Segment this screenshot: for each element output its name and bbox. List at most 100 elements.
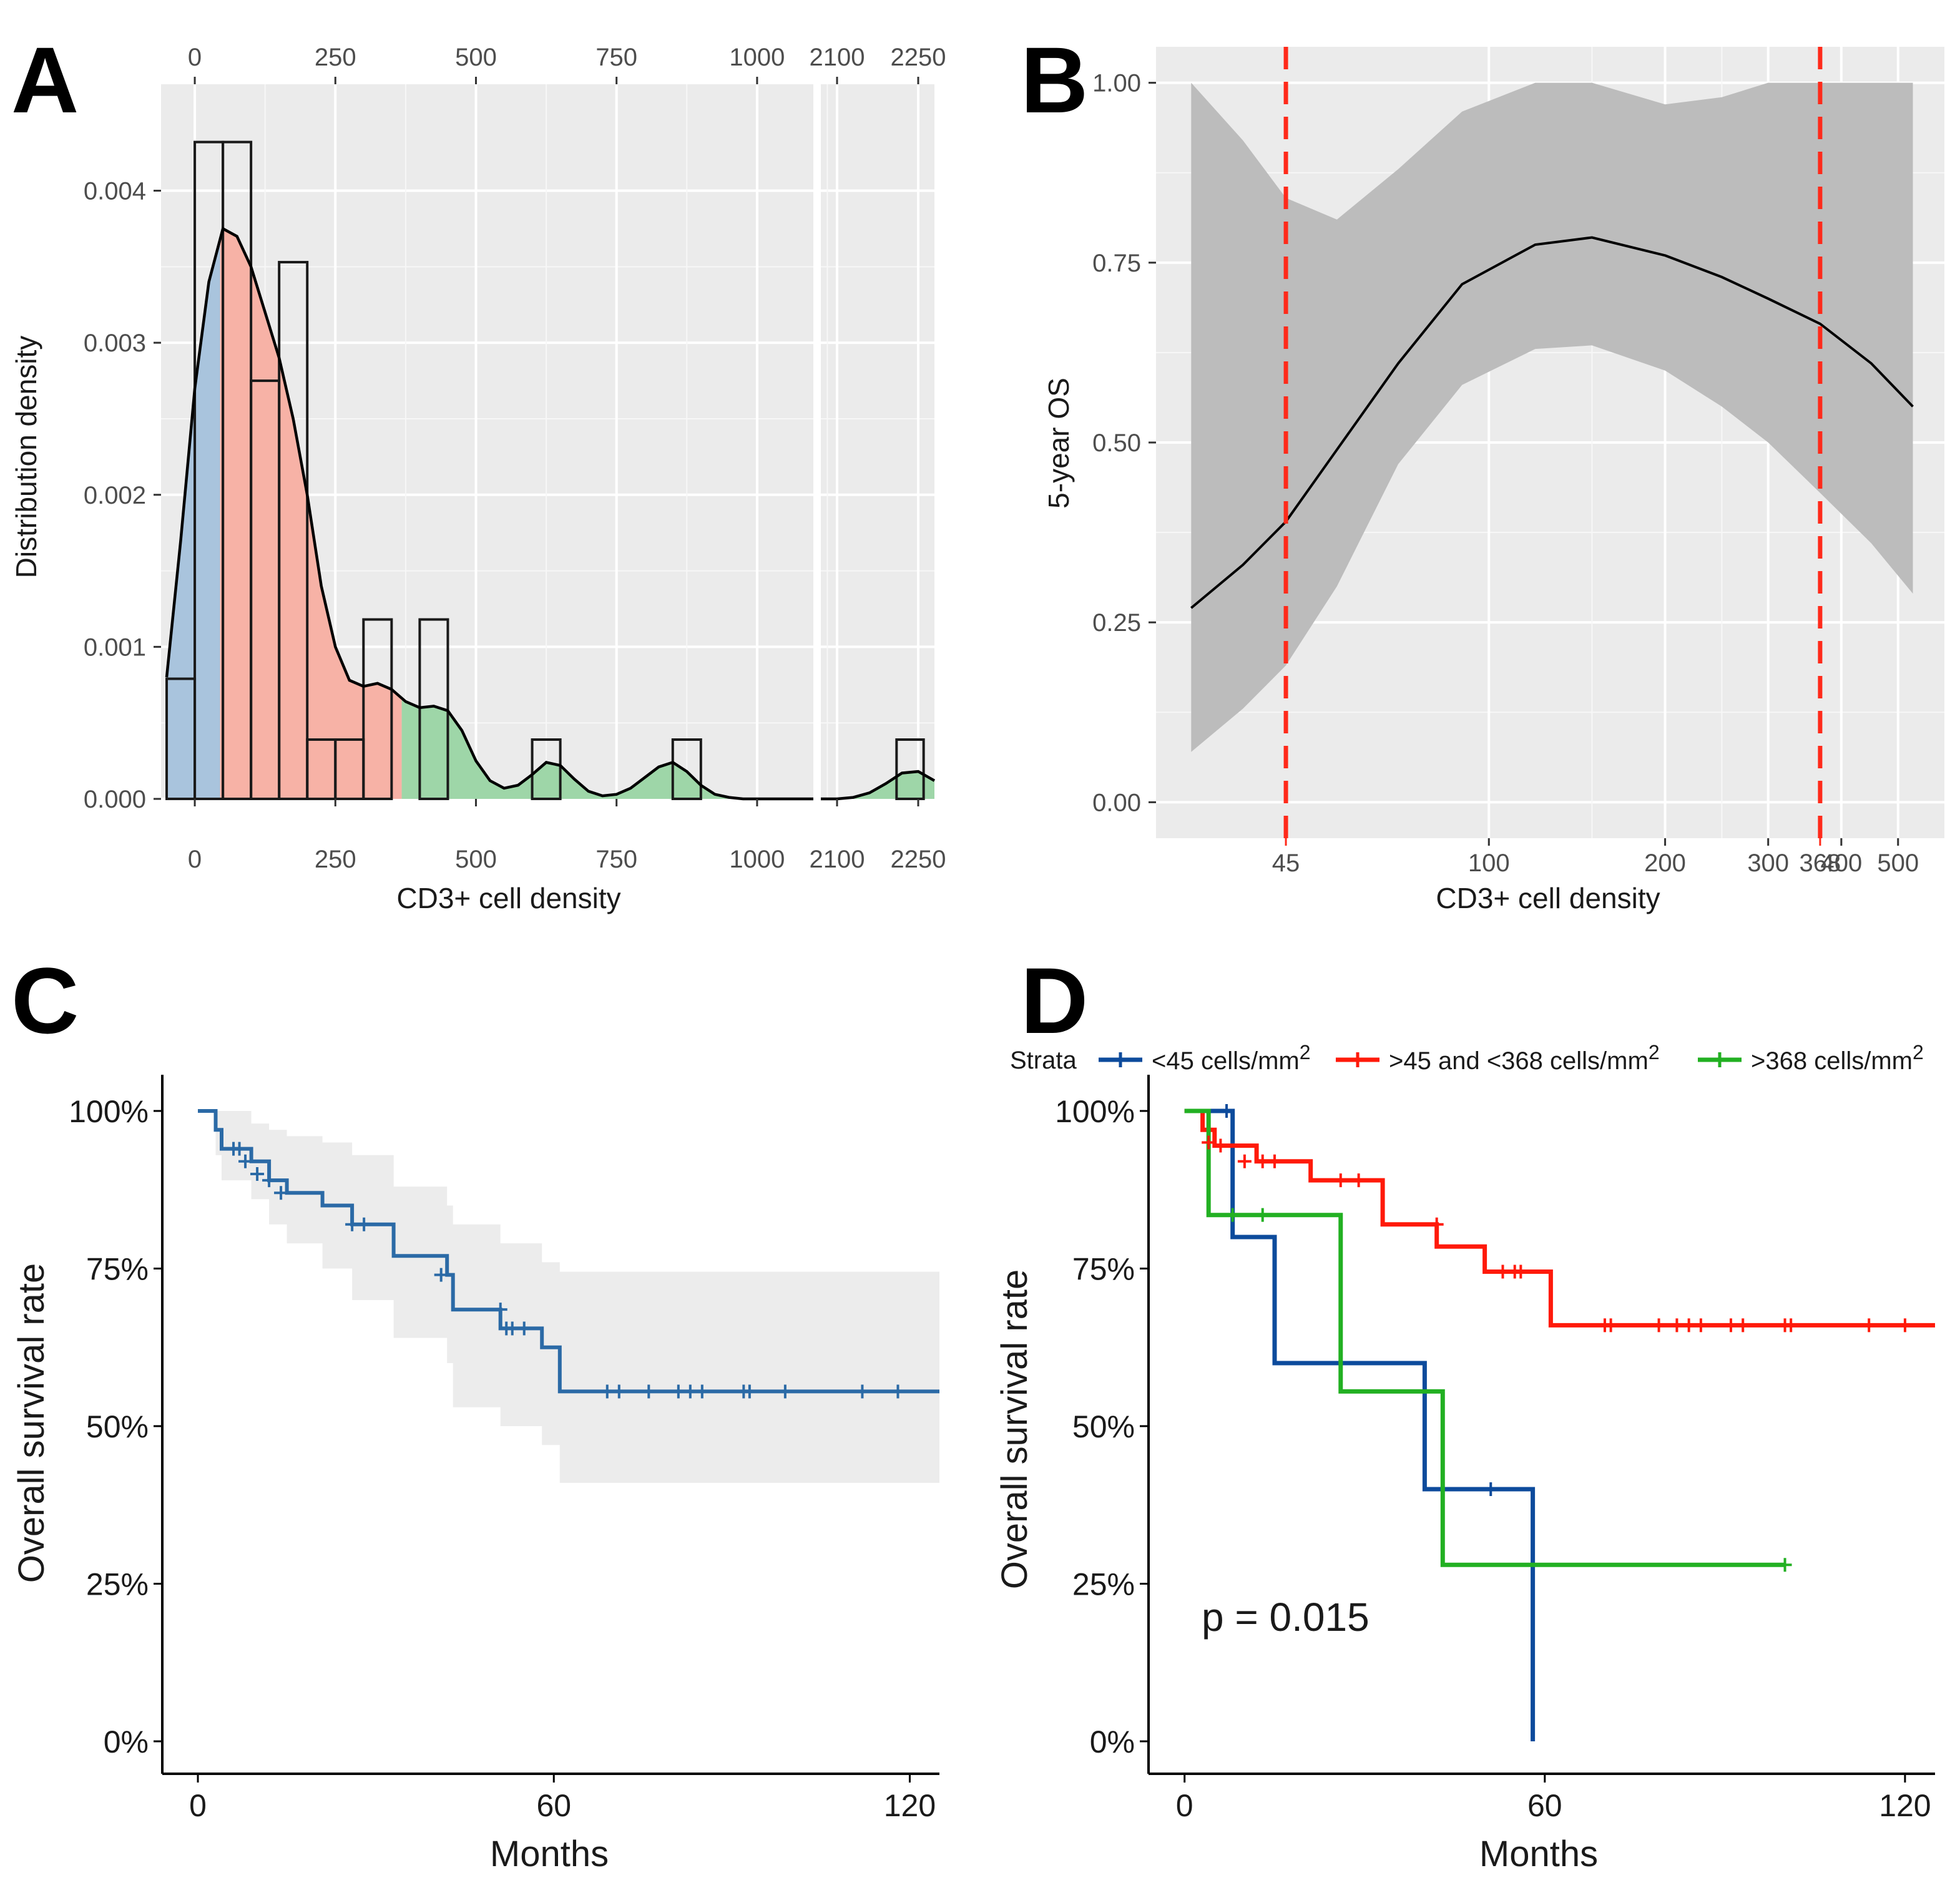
density-curve <box>821 770 936 801</box>
km-curve-strata_high <box>1184 1108 1785 1567</box>
a-x-tick-label-bottom: 2250 <box>891 846 946 873</box>
a-x-tick-label-bottom: 750 <box>595 846 637 873</box>
panel-b-y-axis-label: 5-year OS <box>1042 378 1075 509</box>
censor-mark-strata_mid <box>1736 1318 1750 1333</box>
censor-mark <box>434 1268 448 1282</box>
d-x-tick-label: 0 <box>1176 1788 1193 1823</box>
panel-d-x-axis-label: Months <box>1479 1834 1598 1874</box>
a-x-tick-label-bottom: 2100 <box>810 846 865 873</box>
censor-mark-strata_mid <box>1351 1173 1366 1188</box>
panel-c-x-axis-label: Months <box>490 1834 609 1874</box>
b-x-tick-label: 300 <box>1747 849 1789 877</box>
censor-mark <box>274 1186 288 1200</box>
b-cutoff-tick-label: 368 <box>1800 849 1841 877</box>
panel-a-x-axis-label: CD3+ cell density <box>396 882 620 914</box>
panel-a-plot-area-right <box>821 84 934 799</box>
histogram-bar <box>362 618 393 800</box>
legend-title: Strata <box>1010 1047 1077 1074</box>
km-curve-strata_mid <box>1184 1108 1935 1328</box>
b-x-tick-label: 400 <box>1820 849 1862 877</box>
legend-label-superscript: 2 <box>1649 1041 1660 1064</box>
censor-mark-strata_mid <box>1237 1154 1252 1168</box>
legend-label-strata_high: >368 cells/mm2 <box>1751 1041 1924 1075</box>
c-y-tick-label: 0% <box>104 1724 149 1759</box>
p-value-annotation: p = 0.015 <box>1202 1595 1370 1640</box>
legend-label-superscript: 2 <box>1300 1041 1311 1064</box>
density-curve <box>165 227 813 801</box>
censor-mark-strata_high <box>1778 1558 1792 1572</box>
panel-b-x-axis-label: CD3+ cell density <box>1436 882 1660 914</box>
censor-mark <box>505 1321 519 1336</box>
censor-mark <box>250 1167 265 1181</box>
censor-mark-strata_mid <box>1693 1318 1708 1333</box>
censor-mark-strata_mid <box>1652 1318 1666 1333</box>
censor-mark-strata_mid <box>1496 1264 1510 1279</box>
censor-mark <box>517 1321 531 1336</box>
c-y-tick-label: 100% <box>69 1094 149 1129</box>
censor-mark <box>345 1217 360 1231</box>
d-x-tick-label: 60 <box>1527 1788 1562 1823</box>
censor-mark <box>262 1173 277 1188</box>
panel-d-y-axis-label: Overall survival rate <box>994 1269 1035 1589</box>
a-x-tick-label-top: 500 <box>455 44 497 71</box>
censor-mark <box>683 1384 697 1399</box>
c-x-tick-label: 0 <box>189 1788 207 1823</box>
panel-a-chart: 0 0 250 250 500 500 750 750 1000 1000 2100 2100 2250… <box>10 44 946 914</box>
censor-mark-strata_mid <box>1202 1135 1216 1150</box>
censor-mark-strata_mid <box>1682 1318 1696 1333</box>
c-x-tick-label: 120 <box>884 1788 936 1823</box>
panel-b-chart: 0.00 0.25 0.50 0.75 1.00 100 200 300 400 500 45 368… <box>1042 47 1944 914</box>
panel-d-chart: Strata <45 cells/mm2 >45 and <368 cells/m… <box>994 1041 1935 1874</box>
censor-mark <box>357 1217 371 1231</box>
censor-mark <box>695 1384 709 1399</box>
b-y-tick-label: 0.25 <box>1092 609 1141 637</box>
censor-mark-strata_mid <box>1723 1318 1738 1333</box>
b-y-tick-label: 1.00 <box>1092 70 1141 97</box>
density-fill-high <box>821 771 934 799</box>
b-x-tick-label: 100 <box>1468 849 1510 877</box>
a-x-tick-label-top: 250 <box>315 44 356 71</box>
os-curve <box>1190 236 1914 609</box>
confidence-band <box>1191 82 1913 752</box>
censor-mark-strata_low <box>1484 1482 1498 1496</box>
censor-mark-strata_mid <box>1333 1173 1348 1188</box>
c-x-tick-label: 60 <box>536 1788 571 1823</box>
censor-mark-strata_mid <box>1213 1138 1228 1153</box>
panel-c-chart: 0% 25% 50% 75% 100% 0 60 120 Months Overall sur… <box>11 1075 939 1874</box>
a-x-tick-label-bottom: 1000 <box>729 846 785 873</box>
b-cutoff-tick-label: 45 <box>1272 849 1300 877</box>
c-y-tick-label: 25% <box>86 1567 149 1602</box>
censor-mark <box>600 1384 614 1399</box>
a-x-tick-label-top: 750 <box>595 44 637 71</box>
d-y-tick-label: 100% <box>1055 1094 1135 1129</box>
censor-mark <box>642 1384 656 1399</box>
density-fill-low <box>167 239 220 799</box>
censor-mark-strata_mid <box>1255 1154 1270 1168</box>
censor-mark <box>232 1142 247 1156</box>
panel-letter-c: C <box>11 948 79 1053</box>
censor-mark <box>238 1154 253 1168</box>
censor-mark-strata_high <box>1255 1208 1270 1222</box>
censor-mark <box>855 1384 870 1399</box>
censor-mark-strata_mid <box>1514 1264 1528 1279</box>
a-x-tick-label-top: 1000 <box>729 44 785 71</box>
panel-letter-b: B <box>1021 27 1088 132</box>
density-fill-mid <box>220 228 402 799</box>
panel-c-y-axis-label: Overall survival rate <box>11 1263 52 1583</box>
density-fill-high <box>401 698 813 799</box>
b-y-tick-label: 0.00 <box>1092 789 1141 816</box>
legend-label-superscript: 2 <box>1913 1041 1924 1064</box>
a-x-tick-label-bottom: 500 <box>455 846 497 873</box>
a-y-tick-label: 0.004 <box>84 178 146 205</box>
censor-mark <box>891 1384 905 1399</box>
histogram-bar <box>418 618 449 800</box>
censor-mark-strata_mid <box>1862 1318 1876 1333</box>
legend-label-strata_low: <45 cells/mm2 <box>1152 1041 1311 1075</box>
b-y-tick-label: 0.75 <box>1092 250 1141 277</box>
censor-mark <box>493 1303 507 1317</box>
histogram-bar <box>895 738 925 801</box>
panel-letter-a: A <box>11 27 79 132</box>
censor-mark-strata_mid <box>1604 1318 1618 1333</box>
histogram-bar <box>531 738 562 801</box>
